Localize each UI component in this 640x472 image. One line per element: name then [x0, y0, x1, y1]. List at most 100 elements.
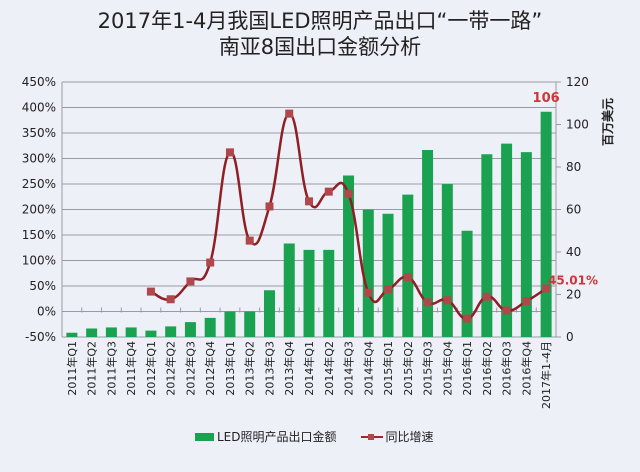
bar [263, 290, 275, 337]
growth-marker [443, 296, 452, 305]
category-label: 2013年Q4 [282, 341, 296, 396]
legend-item-bar: LED照明产品出口金额 [195, 428, 337, 445]
growth-marker [206, 258, 215, 267]
right-axis-tick: 80 [566, 160, 581, 174]
category-label: 2017年1-4月 [539, 341, 553, 409]
bar [362, 209, 374, 337]
bar [224, 311, 236, 337]
category-label: 2012年Q2 [164, 341, 178, 396]
bar [520, 152, 532, 337]
right-axis-title: 百万美元 [600, 98, 615, 146]
bar [125, 327, 137, 337]
category-label: 2011年Q2 [85, 341, 99, 396]
growth-marker [324, 187, 333, 196]
bar [105, 327, 117, 337]
category-label: 2011年Q1 [65, 341, 79, 396]
bar [402, 194, 414, 337]
left-axis-tick: 350% [22, 126, 56, 140]
bar [461, 230, 473, 337]
bar [184, 322, 196, 337]
bar [303, 249, 315, 337]
bar [382, 213, 394, 337]
bar [145, 330, 157, 337]
growth-marker [463, 314, 472, 323]
chart-title-line2: 南亚8国出口金额分析 [218, 35, 422, 59]
category-label: 2014年Q4 [361, 341, 375, 396]
bar [204, 317, 216, 337]
legend-item-line: 同比增速 [360, 428, 434, 445]
category-label: 2013年Q2 [243, 341, 257, 396]
growth-marker [186, 277, 195, 286]
right-axis-tick: 100 [566, 118, 589, 132]
legend-line-label: 同比增速 [385, 430, 434, 444]
left-axis-tick: 50% [29, 279, 56, 293]
right-axis-tick: 120 [566, 75, 589, 89]
growth-marker [344, 189, 353, 198]
growth-marker [384, 285, 393, 294]
growth-marker [146, 287, 155, 296]
category-label: 2015年Q4 [440, 341, 454, 396]
growth-marker [245, 236, 254, 245]
category-label: 2014年Q1 [302, 341, 316, 396]
legend: LED照明产品出口金额 同比增速 [195, 428, 452, 445]
category-label: 2016年Q3 [500, 341, 514, 396]
growth-marker [542, 284, 551, 293]
legend-line-swatch [360, 432, 383, 442]
right-axis-tick: 60 [566, 203, 581, 217]
last-bar-value-label: 106 [533, 91, 560, 106]
growth-marker [482, 292, 491, 301]
growth-marker [225, 148, 234, 157]
bar [343, 175, 355, 337]
growth-marker [522, 297, 531, 306]
bar [540, 111, 552, 337]
category-label: 2015年Q1 [381, 341, 395, 396]
category-label: 2016年Q2 [480, 341, 494, 396]
left-axis-tick: 450% [22, 75, 56, 89]
category-label: 2013年Q3 [262, 341, 276, 396]
growth-marker [285, 109, 294, 118]
left-axis-tick: 300% [22, 152, 56, 166]
growth-marker [502, 306, 511, 315]
category-label: 2011年Q3 [104, 341, 118, 396]
category-label: 2014年Q2 [322, 341, 336, 396]
bar [501, 143, 513, 337]
bar [66, 332, 78, 337]
bar [283, 243, 295, 337]
growth-marker [166, 295, 175, 304]
legend-bar-label: LED照明产品出口金额 [217, 430, 337, 444]
left-axis-tick: 250% [22, 177, 56, 191]
category-label: 2011年Q4 [124, 341, 138, 396]
category-label: 2016年Q1 [460, 341, 474, 396]
category-label: 2013年Q1 [223, 341, 237, 396]
bar [422, 150, 434, 337]
left-axis-tick: 200% [22, 203, 56, 217]
growth-marker [403, 273, 412, 282]
category-label: 2015年Q3 [421, 341, 435, 396]
left-axis-tick: 400% [22, 101, 56, 115]
category-label: 2014年Q3 [342, 341, 356, 396]
left-axis-tick: -50% [25, 330, 56, 344]
category-label: 2012年Q4 [203, 341, 217, 396]
left-axis-tick: 0% [37, 305, 56, 319]
last-growth-label: 45.01% [548, 274, 598, 288]
bar [165, 326, 177, 337]
bar [244, 311, 256, 337]
bar [86, 328, 98, 337]
legend-bar-swatch [195, 432, 214, 441]
category-label: 2015年Q2 [401, 341, 415, 396]
growth-marker [364, 288, 373, 297]
bar [481, 154, 493, 337]
growth-marker [423, 298, 432, 307]
left-axis-tick: 150% [22, 228, 56, 242]
left-axis-tick: 100% [22, 254, 56, 268]
bar [323, 249, 335, 337]
right-axis-tick: 40 [566, 245, 581, 259]
category-label: 2012年Q3 [183, 341, 197, 396]
right-axis-tick: 20 [566, 288, 581, 302]
category-label: 2012年Q1 [144, 341, 158, 396]
right-axis-tick: 0 [566, 330, 574, 344]
growth-line [150, 112, 547, 320]
bar [441, 184, 453, 337]
category-label: 2016年Q4 [519, 341, 533, 396]
